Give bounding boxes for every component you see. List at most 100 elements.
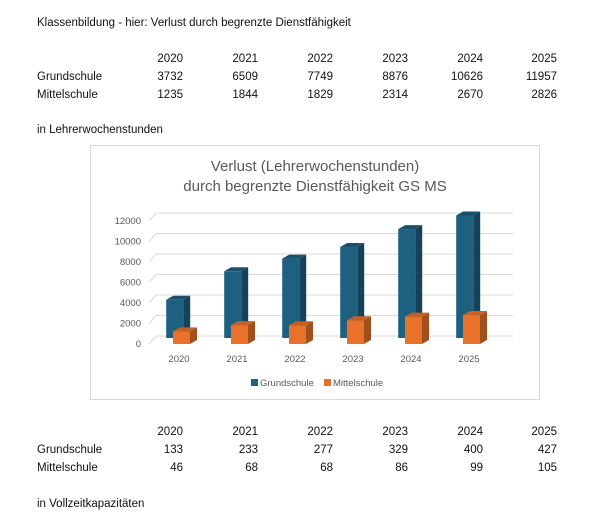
table-row: Grundschule 3732 6509 7749 8876 10626 11… [37,71,567,89]
cell: 2314 [382,89,408,101]
bar-top [398,225,423,230]
y-tick-label: 12000 [115,216,141,227]
cell: 8876 [382,71,408,83]
fte-caption: in Vollzeitkapazitäten [37,498,145,510]
bar-side [415,225,423,338]
bar-top [456,211,481,216]
x-tick-label: 2025 [458,354,479,365]
bar-front [282,258,300,338]
y-tick-label: 4000 [120,298,141,309]
bar-front [224,271,242,338]
chart-container: Verlust (Lehrerwochenstunden) durch begr… [90,145,540,400]
chart-title-line1: Verlust (Lehrerwochenstunden) [211,158,419,175]
bar-top [231,321,255,326]
bar-side [480,311,487,344]
bar-front [340,247,358,338]
cell: 2670 [457,89,483,101]
cell: 1235 [157,89,183,101]
bar-front [398,229,416,338]
row-label: Mittelschule [37,89,98,101]
table-row: Mittelschule 46 68 68 86 99 105 [37,462,567,480]
year-header: 2023 [382,53,408,65]
cell: 2826 [531,89,557,101]
year-header: 2025 [531,53,557,65]
x-tick-label: 2022 [284,354,305,365]
gridline [148,212,513,222]
table-row: Mittelschule 1235 1844 1829 2314 2670 28… [37,89,567,107]
cell: 7749 [307,71,333,83]
bar-mittelschule-2022 [289,321,313,344]
bar-top [347,316,371,321]
bar-top [340,243,365,248]
y-tick-label: 8000 [120,257,141,268]
bar-side [357,243,365,338]
bar-top [463,311,487,316]
bar-grundschule-2022 [282,254,307,338]
hours-table: 2020 2021 2022 2023 2024 2025 Grundschul… [37,53,567,107]
legend-swatch-mittelschule [324,379,331,386]
x-tick-label: 2023 [342,354,363,365]
cell: 99 [470,462,483,474]
bar-mittelschule-2021 [231,321,255,344]
bar-side [473,211,481,338]
year-header: 2022 [307,53,333,65]
cell: 233 [238,444,258,456]
bar-top [173,327,197,332]
x-tick-label: 2021 [226,354,247,365]
bar-grundschule-2021 [224,267,249,338]
bar-front [456,215,474,338]
cell: 1844 [232,89,258,101]
y-tick-label: 10000 [115,237,141,248]
year-header: 2020 [157,53,183,65]
bar-front [347,320,364,344]
y-tick-label: 6000 [120,278,141,289]
cell: 68 [320,462,333,474]
y-tick-label: 2000 [120,319,141,330]
gridline [148,294,513,304]
year-header: 2021 [232,426,258,438]
cell: 105 [537,462,557,474]
bar-front [231,325,248,344]
bar-grundschule-2025 [456,211,481,338]
year-header: 2024 [457,53,483,65]
x-tick-label: 2024 [400,354,421,365]
bar-side [241,267,249,338]
bar-side [299,254,307,338]
year-header: 2024 [457,426,483,438]
legend-label-mittelschule: Mittelschule [333,378,383,389]
cell: 400 [463,444,483,456]
y-tick-label: 0 [136,339,141,350]
fte-table: 2020 2021 2022 2023 2024 2025 Grundschul… [37,426,567,480]
legend: Grundschule Mittelschule [251,378,383,389]
bar-top [289,321,313,326]
cell: 86 [395,462,408,474]
bar-front [405,316,422,344]
row-label: Grundschule [37,444,103,456]
cell: 3732 [157,71,183,83]
cell: 68 [245,462,258,474]
x-tick-label: 2020 [168,354,189,365]
row-label: Grundschule [37,71,103,83]
row-label: Mittelschule [37,462,98,474]
bar-mittelschule-2020 [173,327,197,344]
cell: 46 [170,462,183,474]
bar-side [190,327,197,344]
year-header: 2020 [157,426,183,438]
cell: 10626 [451,71,483,83]
cell: 11957 [525,71,557,83]
bar-top [405,312,429,317]
bar-top [224,267,249,272]
bar-side [422,312,429,344]
page-heading: Klassenbildung - hier: Verlust durch beg… [37,17,351,29]
legend-swatch-grundschule [251,379,258,386]
bar-front [289,325,306,344]
table-header-row: 2020 2021 2022 2023 2024 2025 [37,426,567,444]
bar-top [282,254,307,259]
legend-label-grundschule: Grundschule [260,378,314,389]
bar-mittelschule-2024 [405,312,429,344]
cell: 133 [163,444,183,456]
cell: 329 [388,444,408,456]
bar-mittelschule-2025 [463,311,487,344]
bar-grundschule-2023 [340,243,365,338]
table-row: Grundschule 133 233 277 329 400 427 [37,444,567,462]
